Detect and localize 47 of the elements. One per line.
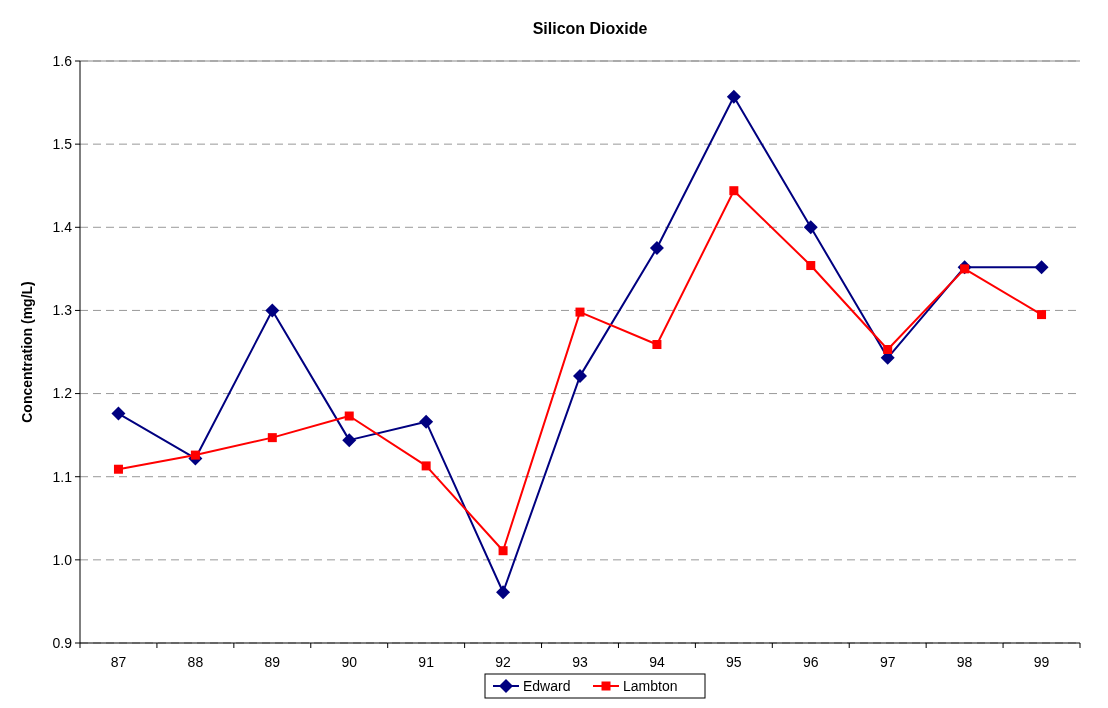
- point: [496, 585, 511, 600]
- x-tick-label: 95: [726, 654, 742, 670]
- point: [1037, 310, 1047, 320]
- y-tick-label: 0.9: [52, 634, 73, 651]
- point: [883, 345, 893, 355]
- point: [190, 450, 200, 460]
- x-tick-label: 89: [264, 654, 281, 670]
- x-tick-label: 90: [341, 654, 358, 670]
- x-tick-label: 91: [418, 654, 435, 670]
- point: [265, 303, 280, 318]
- y-tick-label: 1.3: [52, 302, 73, 319]
- y-tick-label: 1.1: [52, 468, 73, 485]
- x-tick-label: 99: [1033, 654, 1050, 670]
- y-tick-label: 1.4: [52, 219, 73, 236]
- x-tick-label: 93: [572, 654, 588, 670]
- x-tick-label: 88: [187, 654, 204, 670]
- point: [652, 340, 662, 350]
- point: [649, 241, 664, 256]
- x-tick-label: 96: [802, 654, 819, 670]
- point: [729, 186, 739, 196]
- point: [421, 461, 431, 471]
- x-tick-label: 97: [879, 654, 896, 670]
- point: [803, 220, 818, 235]
- chart-title: Silicon Dioxide: [532, 20, 648, 37]
- point: [573, 369, 587, 384]
- legend-label: Lambton: [623, 677, 678, 694]
- y-axis-title: Concentration (mg/L): [19, 281, 35, 423]
- point: [726, 89, 741, 104]
- x-tick-label: 92: [495, 654, 512, 670]
- legend-label: Edward: [523, 677, 571, 694]
- x-tick-label: 98: [956, 654, 973, 670]
- y-tick-label: 1.5: [52, 136, 73, 153]
- x-tick-label: 87: [110, 654, 127, 670]
- point: [113, 464, 123, 474]
- point: [419, 414, 434, 429]
- x-tick-label: 94: [649, 654, 665, 670]
- y-tick-label: 1.0: [52, 551, 73, 568]
- point: [806, 261, 816, 271]
- point: [1034, 260, 1049, 275]
- point: [575, 307, 585, 317]
- y-tick-label: 1.2: [52, 385, 73, 402]
- point: [267, 433, 277, 443]
- y-tick-label: 1.6: [52, 52, 73, 69]
- point: [111, 406, 126, 421]
- point: [342, 433, 357, 448]
- point: [498, 546, 508, 556]
- point: [344, 411, 354, 421]
